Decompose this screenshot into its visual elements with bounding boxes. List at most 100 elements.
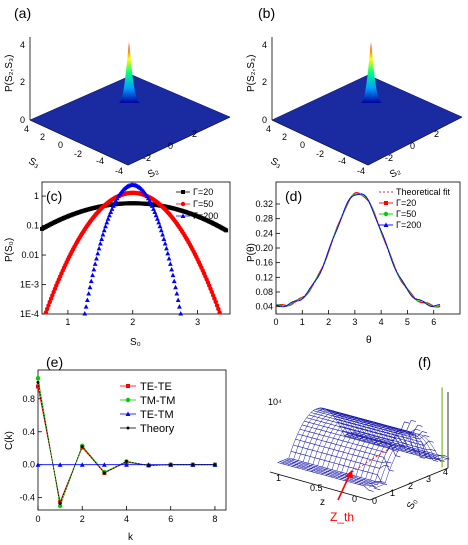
mesh-line — [291, 411, 368, 467]
y-tick: 2 — [282, 132, 287, 142]
legend-marker — [126, 384, 130, 388]
data-point — [171, 278, 177, 284]
data-point — [101, 462, 107, 467]
y-tick: 4 — [24, 124, 29, 134]
data-point — [90, 272, 95, 278]
data-point — [101, 227, 107, 233]
y-tick-label: 0.8 — [22, 394, 35, 404]
mesh-line — [306, 415, 383, 471]
data-point — [80, 445, 84, 449]
data-point — [35, 376, 41, 381]
data-point — [169, 463, 173, 467]
zth-dashed — [351, 447, 391, 473]
z-tick: 10⁴ — [268, 397, 282, 407]
panel-d-plot: 0 1 2 3 4 5 60.040.080.120.160.200.240.280.32 … — [246, 181, 461, 346]
y-axis-label: P(θ) — [246, 243, 257, 262]
y-tick: 4 — [443, 467, 448, 477]
y-axis-label: C(k) — [4, 431, 15, 450]
x-tick: -2 — [143, 153, 151, 163]
y-tick-label: 0.32 — [255, 199, 273, 209]
plot-frame — [41, 181, 231, 315]
panel-label-f: (f) — [418, 354, 431, 370]
legend-label: Γ=20 — [193, 187, 213, 197]
x-axis-label: θ — [366, 335, 372, 346]
z-axis-label: P(S₂,S₃) — [4, 55, 15, 92]
data-point — [217, 310, 222, 315]
data-point — [95, 250, 101, 256]
data-point — [160, 232, 165, 237]
mesh-line — [325, 420, 402, 476]
data-point — [210, 293, 216, 298]
mesh-line — [363, 431, 440, 487]
legend-marker — [125, 397, 131, 403]
y-tick-label: 0.1 — [26, 221, 39, 231]
mesh-line — [301, 414, 378, 470]
legend-label: Γ=50 — [396, 209, 416, 219]
mesh-line — [373, 433, 450, 489]
series-line — [37, 386, 215, 504]
panel-b-surface: 0 2 4 P(S₂,S₃) 4 2 0 -2 -4 S₃ -4 -2 0 2 … — [246, 37, 463, 181]
legend-label: Γ=50 — [193, 199, 213, 209]
mesh-line — [282, 408, 359, 465]
data-point — [84, 297, 90, 302]
data-point — [164, 245, 169, 251]
data-point — [174, 290, 180, 296]
data-point — [161, 236, 167, 241]
x-tick-label: 2 — [326, 317, 331, 327]
data-point — [82, 311, 88, 316]
y-tick: -4 — [338, 156, 346, 166]
panel-label-b: (b) — [258, 5, 275, 21]
y-tick-label: -0.4 — [19, 493, 35, 503]
x-tick: 0 — [168, 141, 173, 151]
x-axis-label: S₂ — [388, 166, 403, 181]
x-tick-label: 3 — [195, 317, 200, 327]
panel-a-surface: 0 2 4 P(S₂,S₃) 4 2 0 -2 -4 S₃ -4 -2 0 2 … — [4, 37, 231, 181]
x-tick-label: 4 — [379, 317, 384, 327]
legend-label: TE-TE — [140, 381, 172, 393]
data-point — [57, 462, 63, 467]
z-tick: 2 — [262, 77, 267, 87]
data-point — [191, 463, 195, 467]
data-point — [169, 266, 175, 272]
x-tick: -2 — [385, 153, 393, 163]
data-point — [96, 245, 102, 251]
data-point — [212, 296, 217, 301]
data-point — [102, 471, 106, 475]
legend-label: Theory — [140, 423, 175, 435]
mesh-line — [359, 429, 435, 485]
data-point — [178, 311, 184, 316]
y-tick: 0 — [300, 140, 305, 150]
data-point — [165, 250, 171, 256]
surface-base — [29, 74, 231, 166]
plot-frame — [37, 369, 227, 511]
panel-label-e: (e) — [46, 354, 63, 370]
x-tick: 0.5 — [310, 483, 323, 493]
legend-marker — [383, 211, 389, 217]
mesh-line — [354, 428, 431, 484]
surface-peak — [119, 42, 140, 103]
panel-f-mesh: 10⁴ 1 0.5 0 0 1 2 3 4 z S₀ Z_th — [268, 387, 450, 524]
data-point — [124, 459, 128, 463]
mesh-line — [290, 451, 388, 485]
mesh-line — [311, 416, 387, 472]
zth-arrow — [337, 473, 351, 501]
data-point — [100, 232, 106, 237]
y-tick: -2 — [74, 149, 82, 159]
data-point — [224, 228, 229, 233]
x-tick: 2 — [434, 129, 439, 139]
data-point — [108, 209, 114, 214]
data-point — [47, 299, 52, 305]
data-point — [167, 261, 173, 266]
panel-e-plot: 0 2 4 6 8 -0.4 0.0 0.4 0.8 TE-TE TM-TM TE-TM Theory… — [4, 369, 227, 543]
data-point — [107, 212, 112, 218]
legend-marker — [180, 213, 186, 218]
data-point — [213, 463, 217, 467]
zth-label: Z_th — [330, 510, 354, 524]
panel-label-c: (c) — [46, 188, 62, 204]
x-axis-label: z — [320, 497, 325, 508]
x-tick-label: 5 — [405, 317, 410, 327]
x-tick-label: 0 — [35, 514, 40, 524]
z-tick: 4 — [20, 40, 25, 50]
y-tick-label: 1 — [34, 191, 39, 201]
legend-marker — [181, 190, 185, 194]
